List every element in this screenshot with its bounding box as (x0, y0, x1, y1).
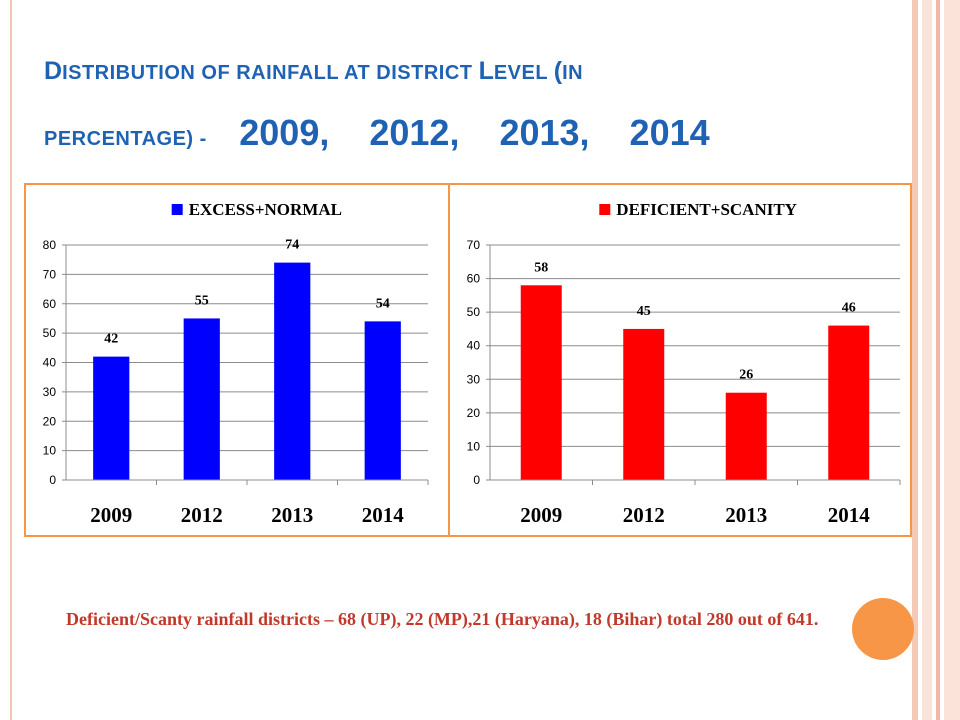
x-tick-label: 2013 (271, 503, 313, 527)
y-tick-label: 40 (43, 356, 57, 370)
x-tick-label: 2014 (828, 503, 871, 527)
decor-stripe (922, 0, 932, 720)
y-tick-label: 60 (43, 297, 57, 311)
bar (274, 262, 311, 480)
decor-stripe (944, 0, 960, 720)
y-tick-label: 10 (467, 439, 481, 453)
note-text: Deficient/Scanty rainfall districts – 68… (66, 609, 819, 629)
decor-stripe (936, 0, 940, 720)
x-tick-label: 2012 (181, 503, 223, 527)
data-label: 42 (104, 332, 118, 347)
x-tick-label: 2012 (623, 503, 665, 527)
legend-label: DEFICIENT+SCANITY (616, 200, 797, 219)
x-tick-label: 2009 (520, 503, 562, 527)
data-label: 58 (534, 260, 548, 275)
y-tick-label: 60 (467, 272, 481, 286)
y-tick-label: 40 (467, 339, 481, 353)
bar (183, 318, 220, 480)
data-label: 26 (739, 368, 753, 383)
y-tick-label: 50 (467, 305, 481, 319)
left-decor-rule (10, 0, 12, 720)
decor-circle (852, 598, 914, 660)
legend-swatch (171, 204, 183, 215)
y-tick-label: 70 (43, 267, 57, 281)
title-years: 2009, 2012, 2013, 2014 (239, 112, 710, 153)
bar (364, 321, 401, 480)
title-prefix: PERCENTAGE) - (44, 128, 207, 150)
charts-frame (24, 183, 912, 537)
excess-normal-bar-chart: EXCESS+NORMAL 0 10 20 30 40 50 60 70 80 42 2009 55 20… (43, 200, 429, 527)
x-tick-label: 2009 (90, 503, 132, 527)
bar (520, 285, 562, 480)
bar (623, 328, 665, 480)
y-tick-label: 70 (467, 238, 481, 252)
title-paren: ( (553, 57, 563, 85)
y-tick-label: 80 (43, 238, 57, 252)
decor-stripe (912, 0, 918, 720)
title-smallcaps: ISTRIBUTION OF RAINFALL AT DISTRICT (62, 62, 479, 84)
data-label: 74 (285, 238, 299, 253)
y-tick-label: 50 (43, 326, 57, 340)
y-tick-label: 30 (467, 372, 481, 386)
title-initial: D (44, 57, 63, 85)
y-tick-label: 30 (43, 385, 57, 399)
y-tick-label: 10 (43, 444, 57, 458)
slide-title: DISTRIBUTION OF RAINFALL AT DISTRICT LEV… (44, 42, 864, 170)
data-label: 55 (195, 293, 209, 308)
title-line-2: PERCENTAGE) - 2009, 2012, 2013, 2014 (44, 104, 864, 170)
chart-divider (448, 183, 450, 537)
legend-label: EXCESS+NORMAL (189, 200, 342, 219)
x-tick-label: 2013 (725, 503, 767, 527)
legend-swatch (599, 204, 611, 215)
title-smallcaps: IN (562, 62, 584, 84)
title-smallcaps: EVEL (493, 62, 554, 84)
y-tick-label: 20 (467, 406, 481, 420)
title-initial: L (478, 57, 494, 85)
bar (828, 325, 870, 480)
bar (93, 356, 130, 480)
y-tick-label: 0 (473, 473, 480, 487)
x-tick-label: 2014 (362, 503, 405, 527)
y-tick-label: 0 (49, 473, 56, 487)
data-label: 45 (637, 304, 651, 319)
data-label: 54 (376, 296, 390, 311)
data-label: 46 (842, 301, 856, 316)
right-decor-stripes (912, 0, 960, 720)
y-tick-label: 20 (43, 414, 57, 428)
deficient-scanity-bar-chart: DEFICIENT+SCANITY 0 10 20 30 40 50 60 70 58 2009 45… (467, 200, 901, 527)
bar (725, 392, 767, 480)
title-line-1: DISTRIBUTION OF RAINFALL AT DISTRICT LEV… (44, 42, 864, 104)
